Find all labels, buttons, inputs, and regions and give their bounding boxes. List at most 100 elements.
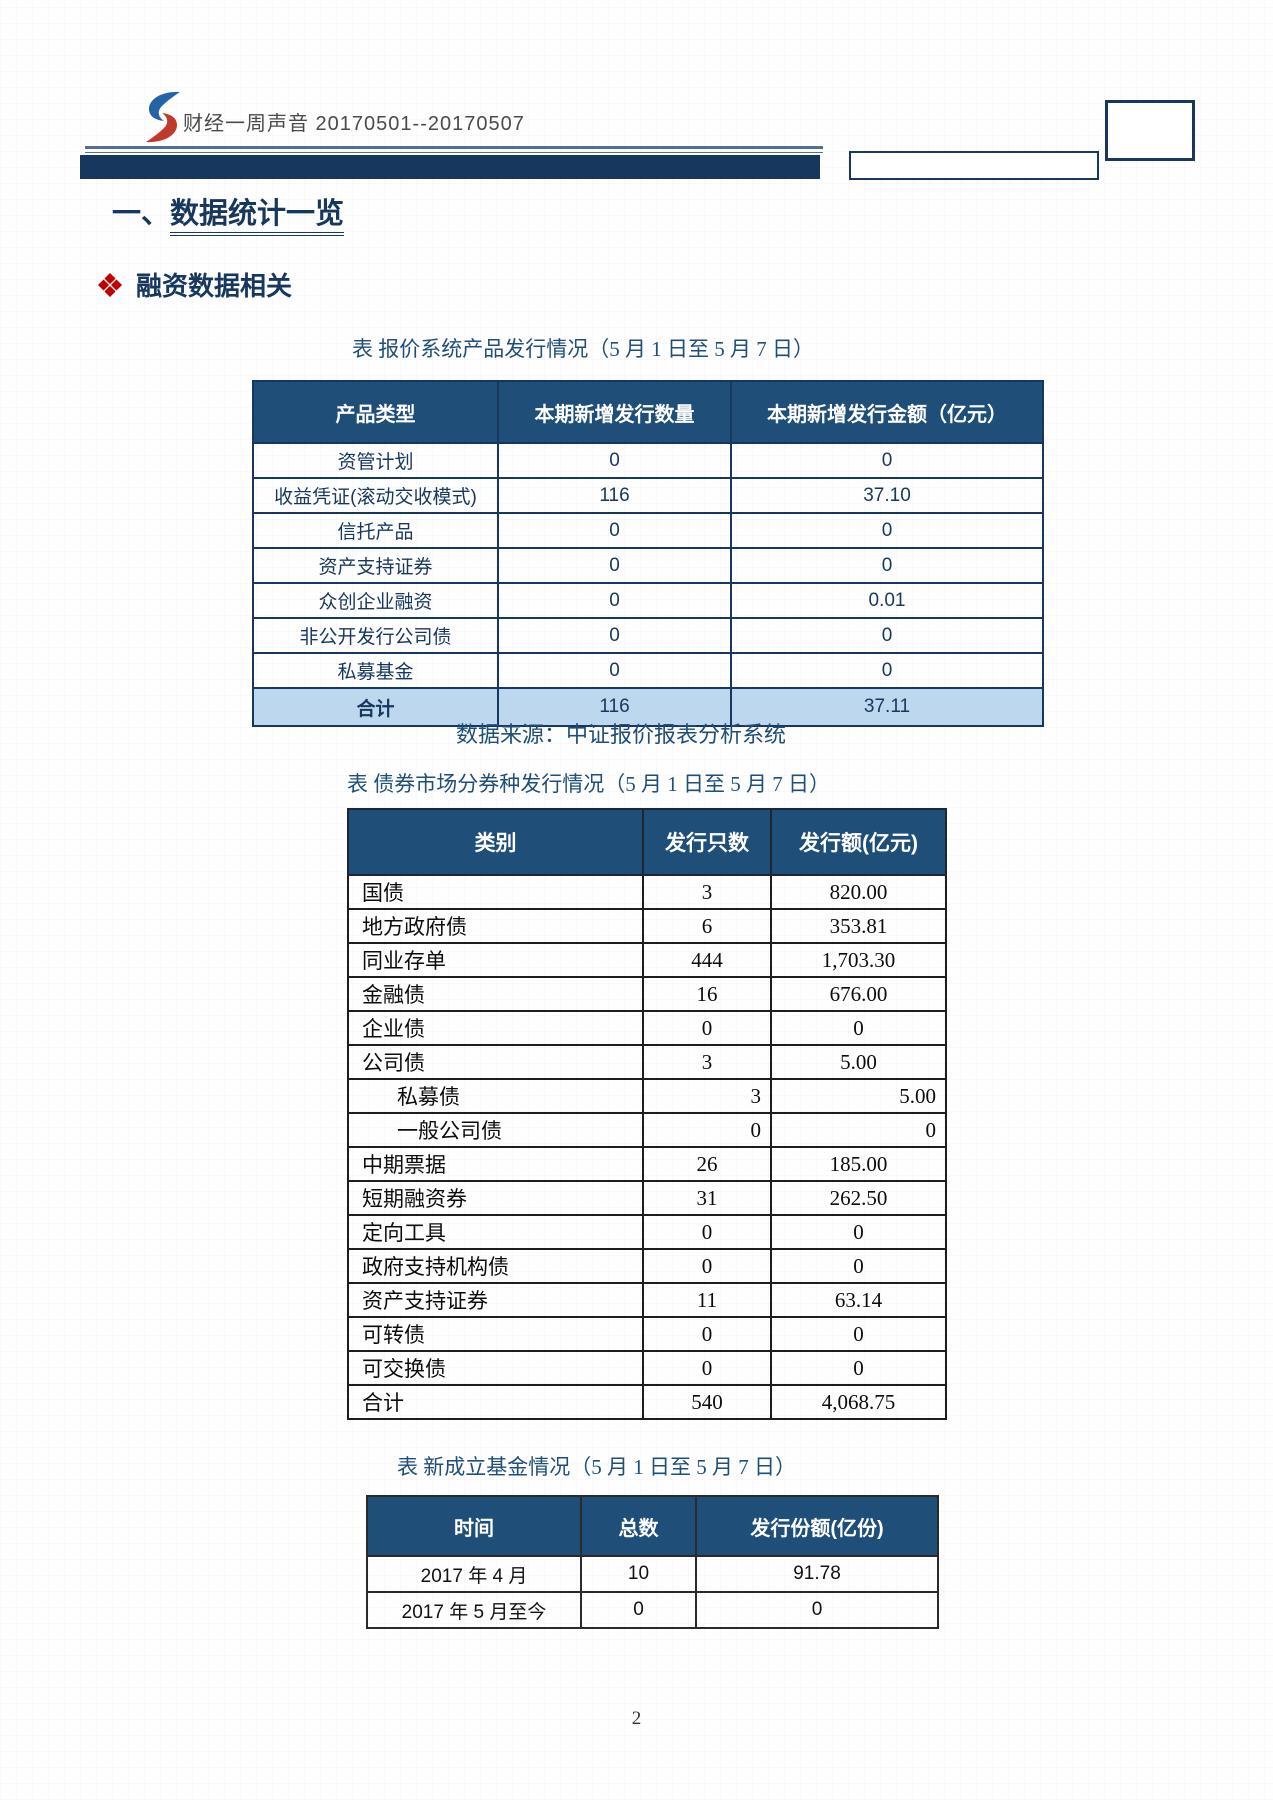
section-heading: 一、数据统计一览	[112, 190, 345, 236]
cell-count: 0	[642, 1248, 772, 1284]
cell-count: 0	[497, 442, 732, 479]
column-header: 发行份额(亿份)	[695, 1495, 939, 1557]
cell-count: 116	[497, 477, 732, 514]
cell-count: 16	[642, 976, 772, 1012]
cell-amount: 262.50	[770, 1180, 947, 1216]
offering-products-table: 产品类型 本期新增发行数量 本期新增发行金额（亿元） 资管计划 0 0 收益凭证(滚动…	[252, 380, 1044, 727]
section-heading-prefix: 一、	[112, 198, 171, 230]
cell-label: 合计	[347, 1384, 644, 1420]
page-number: 2	[631, 1708, 642, 1729]
table-row: 短期融资券 31 262.50	[347, 1180, 947, 1216]
cell-amount: 0	[770, 1010, 947, 1046]
cell-label: 可交换债	[347, 1350, 644, 1386]
cell-amount: 185.00	[770, 1146, 947, 1182]
table3-container: 时间 总数 发行份额(亿份) 2017 年 4 月 10 91.78 2017 年 5…	[366, 1495, 939, 1629]
table-row: 信托产品 0 0	[252, 512, 1044, 549]
cell-amount: 0	[770, 1316, 947, 1352]
cell-count: 0	[642, 1316, 772, 1352]
column-header: 发行额(亿元)	[770, 808, 947, 876]
cell-label: 一般公司债	[347, 1112, 644, 1148]
table-row: 非公开发行公司债 0 0	[252, 617, 1044, 654]
table-row: 中期票据 26 185.00	[347, 1146, 947, 1182]
table1-caption: 表 报价系统产品发行情况（5 月 1 日至 5 月 7 日）	[352, 337, 814, 361]
cell-label: 中期票据	[347, 1146, 644, 1182]
table2-container: 类别 发行只数 发行额(亿元) 国债 3 820.00 地方政府债 6 353.81 同业存…	[347, 808, 947, 1420]
table-row: 可转债 0 0	[347, 1316, 947, 1352]
cell-count: 31	[642, 1180, 772, 1216]
cell-count: 0	[497, 617, 732, 654]
cell-count: 116	[497, 687, 732, 727]
table-row: 国债 3 820.00	[347, 874, 947, 910]
table-header-row: 时间 总数 发行份额(亿份)	[366, 1495, 939, 1557]
table3-caption: 表 新成立基金情况（5 月 1 日至 5 月 7 日）	[397, 1455, 796, 1479]
cell-amount: 37.10	[730, 477, 1044, 514]
cell-count: 11	[642, 1282, 772, 1318]
company-logo-icon	[146, 91, 180, 143]
table-row: 资产支持证券 0 0	[252, 547, 1044, 584]
cell-label: 定向工具	[347, 1214, 644, 1250]
table-row: 资管计划 0 0	[252, 442, 1044, 479]
cell-count: 3	[642, 1078, 772, 1114]
table-header-row: 类别 发行只数 发行额(亿元)	[347, 808, 947, 876]
header-divider	[85, 146, 823, 153]
cell-count: 0	[497, 547, 732, 584]
cell-label: 资管计划	[252, 442, 499, 479]
cell-amount: 0	[730, 442, 1044, 479]
table-row: 私募基金 0 0	[252, 652, 1044, 689]
cell-label: 非公开发行公司债	[252, 617, 499, 654]
cell-label: 私募债	[347, 1078, 644, 1114]
cell-amount: 353.81	[770, 908, 947, 944]
column-header: 产品类型	[252, 380, 499, 444]
cell-amount: 0	[770, 1350, 947, 1386]
new-funds-table: 时间 总数 发行份额(亿份) 2017 年 4 月 10 91.78 2017 年 5…	[366, 1495, 939, 1629]
table-row: 2017 年 5 月至今 0 0	[366, 1591, 939, 1629]
cell-amount: 37.11	[730, 687, 1044, 727]
cell-amount: 1,703.30	[770, 942, 947, 978]
cell-label: 资产支持证券	[252, 547, 499, 584]
diamond-bullet-icon	[98, 272, 122, 297]
table-row: 合计 540 4,068.75	[347, 1384, 947, 1420]
table-header-row: 产品类型 本期新增发行数量 本期新增发行金额（亿元）	[252, 380, 1044, 444]
cell-amount: 0	[730, 547, 1044, 584]
column-header: 本期新增发行金额（亿元）	[730, 380, 1044, 444]
column-header: 时间	[366, 1495, 582, 1557]
header-box-wide	[849, 151, 1099, 180]
table-row: 2017 年 4 月 10 91.78	[366, 1555, 939, 1593]
table-row: 企业债 0 0	[347, 1010, 947, 1046]
cell-label: 地方政府债	[347, 908, 644, 944]
cell-label: 可转债	[347, 1316, 644, 1352]
cell-amount: 5.00	[770, 1078, 947, 1114]
cell-count: 444	[642, 942, 772, 978]
cell-count: 0	[642, 1010, 772, 1046]
cell-amount: 0	[730, 652, 1044, 689]
table-row: 一般公司债 0 0	[347, 1112, 947, 1148]
table-row: 资产支持证券 11 63.14	[347, 1282, 947, 1318]
cell-label: 收益凭证(滚动交收模式)	[252, 477, 499, 514]
header-box-small	[1105, 100, 1195, 161]
cell-amount: 63.14	[770, 1282, 947, 1318]
cell-amount: 0	[770, 1112, 947, 1148]
cell-count: 0	[497, 582, 732, 619]
cell-label: 信托产品	[252, 512, 499, 549]
subsection-heading: 融资数据相关	[98, 266, 292, 303]
cell-label: 合计	[252, 687, 499, 727]
cell-label: 国债	[347, 874, 644, 910]
cell-count: 3	[642, 874, 772, 910]
cell-label: 短期融资券	[347, 1180, 644, 1216]
cell-label: 资产支持证券	[347, 1282, 644, 1318]
cell-amount: 0	[770, 1248, 947, 1284]
cell-count: 3	[642, 1044, 772, 1080]
cell-count: 10	[580, 1555, 697, 1593]
cell-count: 0	[642, 1350, 772, 1386]
cell-count: 26	[642, 1146, 772, 1182]
cell-count: 540	[642, 1384, 772, 1420]
column-header: 本期新增发行数量	[497, 380, 732, 444]
cell-label: 私募基金	[252, 652, 499, 689]
cell-amount: 0	[730, 617, 1044, 654]
table2-caption: 表 债券市场分券种发行情况（5 月 1 日至 5 月 7 日）	[347, 772, 830, 796]
table-row: 公司债 3 5.00	[347, 1044, 947, 1080]
cell-amount: 4,068.75	[770, 1384, 947, 1420]
column-header: 类别	[347, 808, 644, 876]
table1-container: 产品类型 本期新增发行数量 本期新增发行金额（亿元） 资管计划 0 0 收益凭证(滚动…	[252, 380, 1044, 727]
